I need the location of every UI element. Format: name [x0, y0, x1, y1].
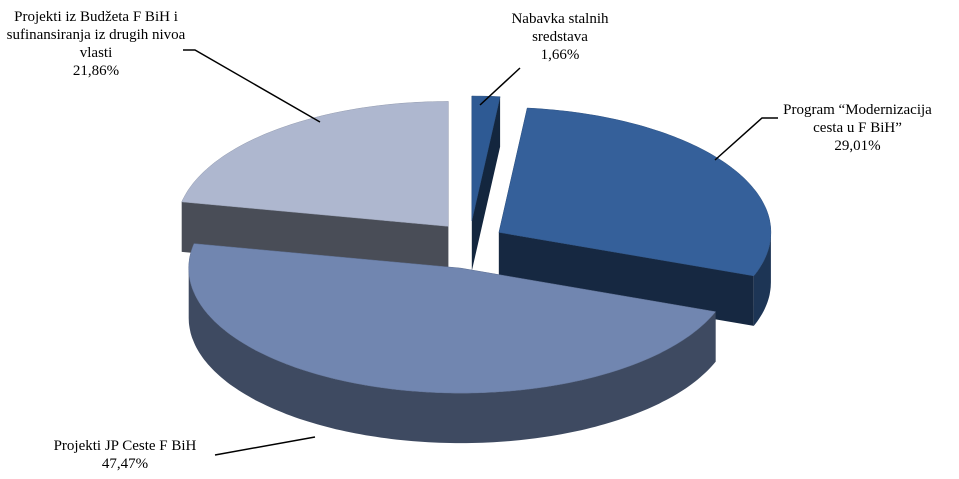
slice-label: Nabavka stalnih sredstava 1,66%	[490, 10, 630, 64]
slice	[181, 101, 449, 227]
value-label: 1,66%	[540, 47, 580, 63]
slice-label: Program “Modernizacija cesta u F BiH” 29,…	[770, 101, 945, 155]
value-label: 21,86%	[72, 63, 120, 79]
leader-line	[183, 49, 321, 123]
slice-cut-face	[498, 232, 754, 326]
leader-line	[214, 436, 316, 456]
slice-cut-face	[471, 96, 501, 271]
category-label: Program “Modernizacija cesta u F BiH”	[783, 102, 932, 136]
slice-label: Projekti JP Ceste F BiH 47,47%	[25, 437, 225, 473]
slices	[181, 95, 772, 444]
category-label: Nabavka stalnih sredstava	[511, 11, 609, 45]
slice-label: Projekti iz Budžeta F BiH i sufinansiran…	[5, 8, 187, 80]
leader-line	[479, 67, 521, 106]
category-label: Projekti JP Ceste F BiH	[53, 438, 197, 454]
value-label: 29,01%	[834, 138, 881, 154]
slice-side	[188, 268, 716, 444]
leader-line	[714, 117, 778, 161]
category-label: Projekti iz Budžeta F BiH i sufinansiran…	[6, 9, 186, 61]
slice	[498, 107, 772, 277]
value-label: 47,47%	[101, 456, 149, 472]
slice	[188, 243, 717, 394]
slice-side	[753, 232, 771, 326]
slice	[471, 95, 501, 222]
